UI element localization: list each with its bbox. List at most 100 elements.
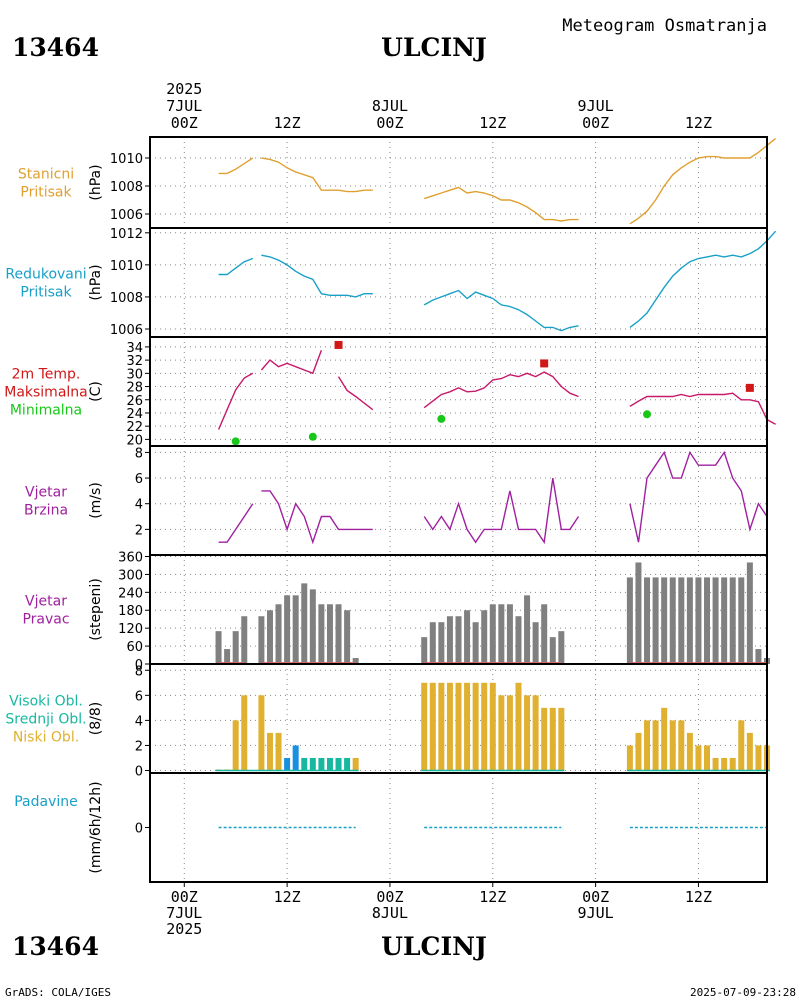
temperatura-line [629,392,776,425]
cloud-bar [506,695,513,771]
cloud-bar [318,757,325,771]
y-tick-label: 1012 [110,227,143,242]
panel-label: Stanicni [18,167,74,183]
panel-label: Pritisak [20,285,72,301]
axis-unit-label: (hPa) [88,164,104,200]
y-tick-label: 22 [126,420,143,435]
stanicni-line [423,186,579,222]
panel-frame [149,227,768,338]
panel-frame [149,445,768,556]
bottom-tick-label: 12Z [685,888,712,906]
wind-direction-bar [729,577,736,664]
wind-direction-bar [301,583,308,664]
top-tick-label: 00Z [171,114,198,132]
wind-direction-bar [532,622,539,664]
wind-direction-bar [446,616,453,664]
cloud-bar [541,707,548,771]
y-tick-label: 1006 [110,208,143,223]
wind-direction-bar [549,637,556,664]
cloud-bar [626,745,633,771]
wind-direction-bar [506,604,513,664]
y-tick-label: 34 [126,341,143,356]
axis-unit-label: (hPa) [88,264,104,300]
bottom-tick-label: 7JUL [166,904,202,922]
top-tick-label: 7JUL [166,97,202,115]
cloud-bar [738,720,745,771]
bottom-tick-label: 9JUL [578,904,614,922]
cloud-bar [678,720,685,771]
cloud-bar [652,720,659,771]
wind-direction-bar [755,649,762,664]
wind-direction-bar [472,622,479,664]
axis-unit-label: (m/s) [88,482,104,519]
panel-label: Visoki Obl. [9,694,83,710]
wind-direction-bar [309,589,316,664]
brzina-line [261,490,373,545]
cloud-bar [515,682,522,771]
stanicni-line [629,137,777,225]
wind-direction-bar [686,577,693,664]
redukovani-line [423,289,579,332]
redukovani-line [629,230,777,328]
bottom-tick-label: 00Z [171,888,198,906]
panel-label: Pritisak [20,185,72,201]
cloud-bar [498,695,505,771]
tmax-marker [334,340,343,349]
cloud-bar [524,695,531,771]
wind-direction-bar [661,577,668,664]
panel-frame [149,136,768,229]
axis-unit-label: (C) [88,381,104,402]
cloud-bar [438,682,445,771]
panel-label: Vjetar [25,594,67,610]
axis-unit-label: (stepeni) [88,578,104,641]
wind-direction-bar [644,577,651,664]
cloud-bar [326,757,333,771]
cloud-bar [532,695,539,771]
y-tick-label: 180 [118,604,143,619]
wind-direction-bar [352,658,359,664]
wind-direction-bar [258,616,265,664]
cloud-bar [686,732,693,771]
tmin-marker [643,410,652,419]
cloud-bar [746,732,753,771]
y-tick-label: 32 [126,354,143,369]
cloud-bar [464,682,471,771]
y-tick-label: 0 [135,822,143,837]
panel-label: Vjetar [25,485,67,501]
panel-label: Niski Obl. [13,730,79,746]
wind-direction-bar [541,604,548,664]
temperatura-line [423,371,579,409]
wind-direction-bar [558,631,565,664]
temperatura-line [337,376,374,411]
cloud-bar [241,695,248,771]
y-tick-label: 6 [135,689,143,704]
wind-direction-bar [721,577,728,664]
wind-direction-bar [695,577,702,664]
bottom-tick-label: 12Z [274,888,301,906]
y-tick-label: 6 [135,472,143,487]
wind-direction-bar [712,577,719,664]
cloud-bar [669,720,676,771]
wind-direction-bar [678,577,685,664]
cloud-bar [455,682,462,771]
brzina-line [423,477,580,545]
wind-direction-bar [455,616,462,664]
axis-unit-label: (8/8) [88,702,104,735]
wind-direction-bar [498,604,505,664]
cloud-bar [489,682,496,771]
product-title: Meteogram Osmatranja [562,16,767,36]
cloud-bar [258,695,265,771]
wind-direction-bar [335,604,342,664]
y-tick-label: 1008 [110,180,143,195]
panel-frame [149,772,768,883]
panel-label: Brzina [24,503,68,519]
cloud-bar [446,682,453,771]
wind-direction-bar [515,616,522,664]
wind-direction-bar [524,595,531,664]
wind-direction-bar [738,577,745,664]
stanicni-line [218,157,254,175]
y-tick-label: 0 [135,658,143,673]
cloud-bar [309,757,316,771]
cloud-bar [704,745,711,771]
